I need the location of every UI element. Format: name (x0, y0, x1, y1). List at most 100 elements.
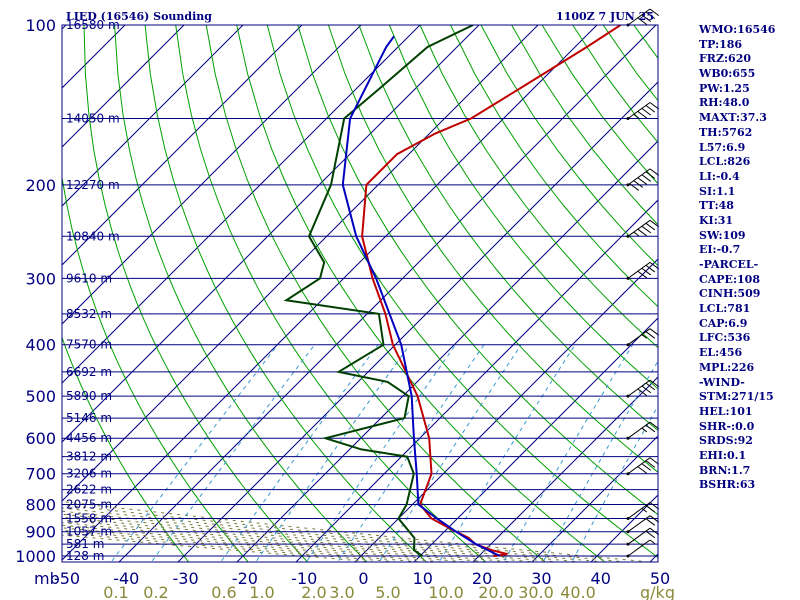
isotherm-line (62, 25, 539, 502)
index-item: SHR-:0.0 (699, 419, 755, 433)
mixing-ratio-tick-label: 2.0 (301, 583, 326, 600)
isotherm-line (354, 258, 658, 562)
isotherm-line (177, 81, 658, 562)
index-item: SW:109 (699, 228, 746, 242)
station-title: LIED (16546) Sounding (66, 10, 212, 23)
isotherm-line (472, 376, 658, 562)
background-lines (0, 25, 658, 567)
height-label: 2622 m (66, 483, 112, 497)
wind-barb (626, 515, 660, 534)
height-label: 3812 m (66, 450, 112, 464)
dry-adiabat-line (358, 25, 658, 432)
valid-time: 1100Z 7 JUN 25 (556, 10, 654, 23)
wind-barb (626, 168, 660, 191)
wind-barb (626, 502, 660, 521)
mixing-ratio-line (337, 344, 485, 562)
mixing-ratio-tick-label: 0.1 (103, 583, 128, 600)
index-item: SRDS:92 (699, 434, 753, 448)
height-label: 7570 m (66, 338, 112, 352)
height-label: 5890 m (66, 389, 112, 403)
dry-adiabat-line (62, 173, 249, 562)
mixing-ratio-tick-label: 0.6 (211, 583, 236, 600)
isotherm-line (118, 25, 657, 562)
isotherm-line (236, 140, 658, 562)
moist-adiabat-line (62, 519, 518, 562)
index-item: KI:31 (699, 213, 734, 227)
moist-adiabat-line (62, 507, 609, 562)
index-item: SI:1.1 (699, 184, 736, 198)
mixing-ratio-tick-label: 5.0 (375, 583, 400, 600)
wind-barb (626, 539, 656, 558)
mixing-ratio-line (220, 344, 379, 562)
dry-adiabat-line (144, 25, 428, 562)
mixing-ratio-unit-label: g/kg (640, 583, 675, 600)
dry-adiabat-line (205, 25, 547, 562)
dry-adiabat-line (327, 25, 658, 473)
dry-adiabat-line (83, 25, 309, 562)
temperature-tick-label: 20 (472, 569, 492, 588)
height-label: 8532 m (66, 307, 112, 321)
mixing-ratio-line (571, 405, 658, 562)
temperature-tick-label: 30 (531, 569, 551, 588)
height-label: 10840 m (66, 229, 120, 243)
height-label: 128 m (66, 549, 104, 563)
pressure-tick-label: 400 (25, 336, 56, 355)
isotherm-line (0, 25, 7, 567)
sounding-indices-list: WMO:16546 TP:186 FRZ:620 WB0:655 PW:1.25 RH:4… (699, 23, 799, 493)
index-item: CAPE:108 (699, 272, 760, 286)
index-item: L57:6.9 (699, 140, 746, 154)
moist-adiabat-line (62, 524, 472, 562)
wind-barb (626, 261, 660, 280)
height-label: 9610 m (66, 271, 112, 285)
height-label: 6692 m (66, 365, 112, 379)
isotherm-line (62, 25, 362, 325)
index-item: LCL:781 (699, 302, 751, 316)
dry-adiabat-line (450, 25, 658, 308)
index-item: LFC:536 (699, 331, 751, 345)
pressure-tick-label: 200 (25, 176, 56, 195)
index-item: CINH:509 (699, 287, 761, 301)
isotherm-line (413, 317, 658, 562)
index-item: EHI:0.1 (699, 448, 747, 462)
dry-adiabat-line (266, 25, 658, 559)
wind-barb (626, 219, 660, 238)
temperature-tick-label: -40 (113, 569, 139, 588)
index-item: EL:456 (699, 346, 743, 360)
mixing-ratio-line (542, 360, 658, 562)
index-item: STM:271/15 (699, 390, 774, 404)
plot-frame (61, 24, 659, 563)
wind-barbs (626, 8, 660, 558)
dewpoint-trace (283, 25, 474, 557)
dry-adiabat-line (480, 25, 658, 267)
temperature-tick-label: -10 (291, 569, 317, 588)
height-label: 12270 m (66, 178, 120, 192)
dry-adiabat-line (236, 25, 606, 562)
pressure-unit-label: mb (34, 569, 60, 588)
mixing-ratio-line (255, 344, 411, 562)
mixing-ratio-line (150, 344, 316, 562)
mixing-ratio-tick-label: 10.0 (428, 583, 464, 600)
wind-barb (626, 457, 660, 476)
pressure-tick-label: 100 (25, 16, 56, 35)
pressure-tick-label: 300 (25, 269, 56, 288)
index-item: TP:186 (699, 37, 743, 51)
temperature-tick-label: 0 (358, 569, 368, 588)
pressure-tick-label: 1000 (15, 547, 56, 566)
pressure-tick-label: 700 (25, 465, 56, 484)
temperature-tick-label: 10 (413, 569, 433, 588)
mixing-ratio-line (502, 344, 634, 562)
index-item: RH:48.0 (699, 96, 750, 110)
dry-adiabat-line (297, 25, 658, 516)
index-item: BRN:1.7 (699, 463, 751, 477)
isotherm-line (62, 25, 480, 443)
height-label: 1057 m (66, 525, 112, 539)
pressure-tick-label: 900 (25, 523, 56, 542)
height-label: 4456 m (66, 431, 112, 445)
mixing-ratio-tick-label: 40.0 (560, 583, 596, 600)
mixing-ratio-tick-label: 1.0 (249, 583, 274, 600)
index-item: EI:-0.7 (699, 243, 741, 257)
temperature-tick-label: -20 (232, 569, 258, 588)
moist-adiabat-line (62, 501, 655, 562)
mixing-ratio-tick-label: 0.2 (143, 583, 168, 600)
